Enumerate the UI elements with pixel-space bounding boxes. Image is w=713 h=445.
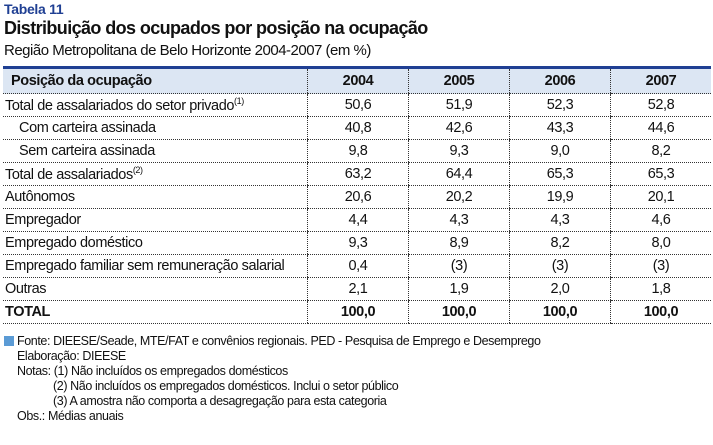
cell-value: 100,0 [610, 300, 711, 324]
cell-value: 8,2 [509, 231, 611, 255]
notes: Fonte: DIEESE/Seade, MTE/FAT e convênios… [4, 334, 541, 424]
row-label: Total de assalariados do setor privado(1… [3, 93, 308, 117]
column-header: Posição da ocupação [3, 67, 308, 94]
cell-value: 4,4 [307, 208, 409, 232]
row-label-text: Empregador [5, 212, 81, 228]
cell-value: 2,0 [509, 277, 611, 301]
row-label: Empregador [3, 208, 308, 232]
cell-value: 4,3 [408, 208, 510, 232]
column-header: 2007 [610, 67, 711, 94]
cell-value: 65,3 [509, 162, 611, 186]
table-row: TOTAL 100,0 100,0 100,0 100,0 [3, 300, 711, 324]
cell-value: 100,0 [307, 300, 409, 324]
cell-value: 4,6 [610, 208, 711, 232]
cell-value: 52,3 [509, 93, 611, 117]
column-header: 2006 [509, 67, 611, 94]
cell-value: 64,4 [408, 162, 510, 186]
data-table: Posição da ocupação 2004 2005 2006 2007 … [3, 66, 711, 324]
row-label: Empregado doméstico [3, 231, 308, 255]
footnote-ref: (1) [234, 96, 244, 107]
cell-value: 40,8 [307, 116, 409, 140]
table-row: Com carteira assinada 40,8 42,6 43,3 44,6 [3, 116, 711, 140]
source-note: Fonte: DIEESE/Seade, MTE/FAT e convênios… [17, 334, 541, 348]
row-label: Empregado familiar sem remuneração salar… [3, 254, 308, 278]
row-label-text: Sem carteira assinada [19, 143, 155, 159]
row-label: Outras [3, 277, 308, 301]
row-label: Total de assalariados(2) [3, 162, 308, 186]
cell-value: 1,9 [408, 277, 510, 301]
table-row: Empregado doméstico 9,3 8,9 8,2 8,0 [3, 231, 711, 255]
cell-value: 43,3 [509, 116, 611, 140]
row-label-text: TOTAL [5, 304, 50, 320]
cell-value: 20,2 [408, 185, 510, 209]
row-label-text: Total de assalariados [5, 166, 133, 183]
table-number: Tabela 11 [4, 1, 64, 17]
table-row: Empregado familiar sem remuneração salar… [3, 254, 711, 278]
cell-value: 20,1 [610, 185, 711, 209]
column-header: 2005 [408, 67, 510, 94]
row-label-text: Total de assalariados do setor privado [5, 97, 235, 114]
cell-value: 44,6 [610, 116, 711, 140]
row-label-text: Outras [5, 281, 47, 297]
table-row: Total de assalariados(2) 63,2 64,4 65,3 65,3 [3, 162, 711, 186]
cell-value: 9,8 [307, 139, 409, 163]
note-2: (2) Não incluídos os empregados doméstic… [53, 379, 399, 393]
table-subtitle: Região Metropolitana de Belo Horizonte 2… [4, 42, 371, 59]
cell-value: (3) [408, 254, 510, 278]
cell-value: 65,3 [610, 162, 711, 186]
row-label: Sem carteira assinada [3, 139, 308, 163]
table-row: Outras 2,1 1,9 2,0 1,8 [3, 277, 711, 301]
table-row: Empregador 4,4 4,3 4,3 4,6 [3, 208, 711, 232]
table-row: Total de assalariados do setor privado(1… [3, 93, 711, 117]
row-label-text: Empregado doméstico [5, 235, 143, 251]
cell-value: 100,0 [509, 300, 611, 324]
row-label-text: Autônomos [5, 189, 75, 205]
footnote-ref: (2) [132, 165, 143, 176]
row-label-text: Empregado familiar sem remuneração salar… [5, 258, 285, 274]
cell-value: 1,8 [610, 277, 711, 301]
cell-value: 42,6 [408, 116, 510, 140]
row-label: Autônomos [3, 185, 308, 209]
cell-value: 51,9 [408, 93, 510, 117]
row-label: Com carteira assinada [3, 116, 308, 140]
header-row: Posição da ocupação 2004 2005 2006 2007 [3, 67, 711, 94]
cell-value: 4,3 [509, 208, 611, 232]
obs-note: Obs.: Médias anuais [17, 409, 124, 423]
cell-value: 8,0 [610, 231, 711, 255]
cell-value: 50,6 [307, 93, 409, 117]
cell-value: 8,2 [610, 139, 711, 163]
elaboration-note: Elaboração: DIEESE [17, 349, 126, 363]
table-row: Autônomos 20,6 20,2 19,9 20,1 [3, 185, 711, 209]
table-title: Distribuição dos ocupados por posição na… [4, 18, 428, 38]
cell-value: 63,2 [307, 162, 409, 186]
bullet-square-icon [4, 336, 14, 346]
cell-value: 9,0 [509, 139, 611, 163]
cell-value: 8,9 [408, 231, 510, 255]
cell-value: 19,9 [509, 185, 611, 209]
cell-value: 20,6 [307, 185, 409, 209]
column-header: 2004 [307, 67, 409, 94]
cell-value: 100,0 [408, 300, 510, 324]
note-1: Notas: (1) Não incluídos os empregados d… [17, 364, 288, 378]
table-row: Sem carteira assinada 9,8 9,3 9,0 8,2 [3, 139, 711, 163]
cell-value: 9,3 [408, 139, 510, 163]
cell-value: (3) [610, 254, 711, 278]
cell-value: 9,3 [307, 231, 409, 255]
row-label-text: Com carteira assinada [19, 120, 156, 136]
cell-value: (3) [509, 254, 611, 278]
cell-value: 0,4 [307, 254, 409, 278]
cell-value: 2,1 [307, 277, 409, 301]
row-label: TOTAL [3, 300, 308, 324]
note-3: (3) A amostra não comporta a desagregaçã… [53, 394, 387, 408]
cell-value: 52,8 [610, 93, 711, 117]
